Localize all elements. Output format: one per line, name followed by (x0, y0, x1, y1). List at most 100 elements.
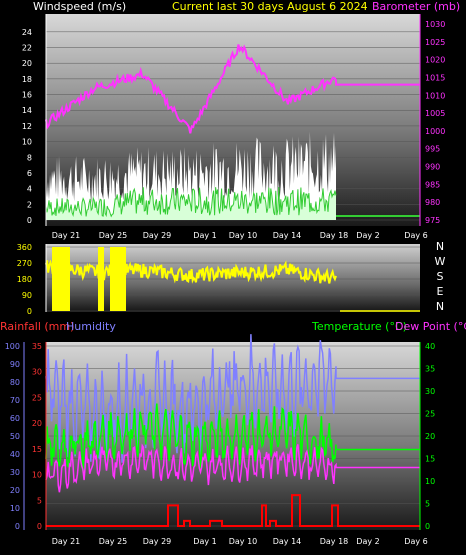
humidity-y-tick: 80 (10, 378, 20, 387)
rain-y-tick: 20 (32, 419, 42, 428)
barometer-line (45, 44, 420, 134)
wind-title: Windspeed (m/s) (33, 0, 126, 13)
climate-x-axis: Day 21 Day 25 Day 29 Day 1 Day 10 Day 14 Day 1… (52, 537, 428, 546)
rain-y-tick: 25 (32, 393, 42, 402)
wind-y-tick: 14 (22, 106, 32, 115)
humidity-y-tick: 20 (10, 486, 20, 495)
temperature-y-tick: 5 (425, 500, 430, 509)
temperature-y-tick: 15 (425, 455, 435, 464)
humidity-y-tick: 50 (10, 432, 20, 441)
wind-x-axis: Day 21 Day 25 Day 29 Day 1 Day 10 Day 14 Day 1… (52, 231, 428, 240)
baro-title: Barometer (mb) (372, 0, 460, 13)
rainfall-line (46, 494, 420, 527)
compass-label: S (437, 270, 444, 283)
baro-y-tick: 1020 (425, 56, 445, 65)
baro-y-tick: 1000 (425, 127, 445, 136)
wind-y-tick: 18 (22, 75, 32, 84)
baro-y-tick: 995 (425, 145, 440, 154)
climate-axes: 3530252015105010090807060504030201004035… (5, 342, 435, 531)
baro-y-axis: 1030 1025 1020 1015 1010 1005 1000 995 990 985 980… (419, 14, 445, 226)
wind-x-tick: Day 14 (273, 231, 302, 240)
climate-x-tick: Day 10 (229, 537, 258, 546)
baro-y-tick: 1015 (425, 73, 445, 82)
rain-y-tick: 0 (37, 522, 42, 531)
climate-x-tick: Day 21 (52, 537, 81, 546)
compass-label: E (437, 285, 444, 298)
baro-y-tick: 980 (425, 198, 440, 207)
humidity-y-tick: 90 (10, 360, 20, 369)
baro-y-tick: 975 (425, 216, 440, 225)
temperature-y-tick: 0 (425, 522, 430, 531)
humidity-y-tick: 60 (10, 414, 20, 423)
wind-y-tick: 16 (22, 91, 32, 100)
rain-y-tick: 5 (37, 496, 42, 505)
baro-y-tick: 985 (425, 180, 440, 189)
baro-y-tick: 1030 (425, 20, 445, 29)
wind-y-tick: 24 (22, 28, 32, 37)
rain-title: Rainfall (mm) (0, 320, 74, 333)
wind-x-tick: Day 25 (99, 231, 128, 240)
temperature-y-tick: 35 (425, 365, 435, 374)
humidity-y-tick: 100 (5, 342, 20, 351)
wind-x-tick: Day 21 (52, 231, 81, 240)
direction-series (45, 259, 337, 284)
wind-y-tick: 8 (27, 153, 32, 162)
climate-x-tick: Day 29 (143, 537, 172, 546)
humidity-title: Humidity (66, 320, 116, 333)
temperature-y-tick: 40 (425, 342, 435, 351)
wind-x-tick: Day 18 (320, 231, 349, 240)
wind-x-tick: Day 1 (193, 231, 216, 240)
climate-x-tick: Day 14 (273, 537, 302, 546)
baro-y-tick: 990 (425, 163, 440, 172)
climate-x-tick: Day 1 (193, 537, 216, 546)
wind-x-tick: Day 2 (356, 231, 379, 240)
baro-y-tick: 1005 (425, 109, 445, 118)
direction-band (110, 247, 126, 311)
direction-bands (52, 247, 126, 311)
climate-x-tick: Day 6 (404, 537, 427, 546)
humidity-y-tick: 70 (10, 396, 20, 405)
wind-y-tick: 10 (22, 138, 32, 147)
dewpoint-title: Dew Point (°C) (395, 320, 466, 333)
wind-baro-plot-area (46, 14, 420, 226)
compass-label: N (436, 240, 444, 253)
humidity-line (45, 334, 420, 463)
humidity-y-tick: 10 (10, 504, 20, 513)
wind-y-tick: 0 (27, 216, 32, 225)
temperature-y-tick: 10 (425, 477, 435, 486)
direction-y-tick: 270 (17, 259, 32, 268)
direction-y-tick: 180 (17, 275, 32, 284)
compass-label: N (436, 300, 444, 313)
humidity-y-tick: 30 (10, 468, 20, 477)
temperature-y-tick: 25 (425, 410, 435, 419)
wind-y-tick: 2 (27, 200, 32, 209)
wind-x-tick: Day 6 (404, 231, 427, 240)
humidity-y-tick: 40 (10, 450, 20, 459)
rain-y-tick: 35 (32, 342, 42, 351)
wind-y-tick: 20 (22, 59, 32, 68)
rain-y-tick: 30 (32, 368, 42, 377)
windspeed-area (46, 187, 336, 220)
compass-label: W (435, 255, 446, 268)
wind-y-tick: 6 (27, 169, 32, 178)
center-title: Current last 30 days August 6 2024 (172, 0, 368, 13)
rain-y-tick: 10 (32, 471, 42, 480)
climate-x-tick: Day 18 (320, 537, 349, 546)
temperature-title: Temperature (°C) (311, 320, 407, 333)
direction-band (98, 247, 104, 311)
wind-x-tick: Day 10 (229, 231, 258, 240)
wind-y-tick: 22 (22, 44, 32, 53)
direction-y-axis: 360 270 180 90 0 (17, 243, 47, 316)
direction-y-tick: 90 (22, 291, 32, 300)
direction-y-tick: 0 (27, 307, 32, 316)
wind-x-tick: Day 29 (143, 231, 172, 240)
dewpoint-line (45, 443, 420, 493)
baro-y-tick: 1025 (425, 38, 445, 47)
wind-grid (46, 31, 420, 221)
wind-y-tick: 12 (22, 122, 32, 131)
wind-y-tick: 4 (27, 185, 32, 194)
